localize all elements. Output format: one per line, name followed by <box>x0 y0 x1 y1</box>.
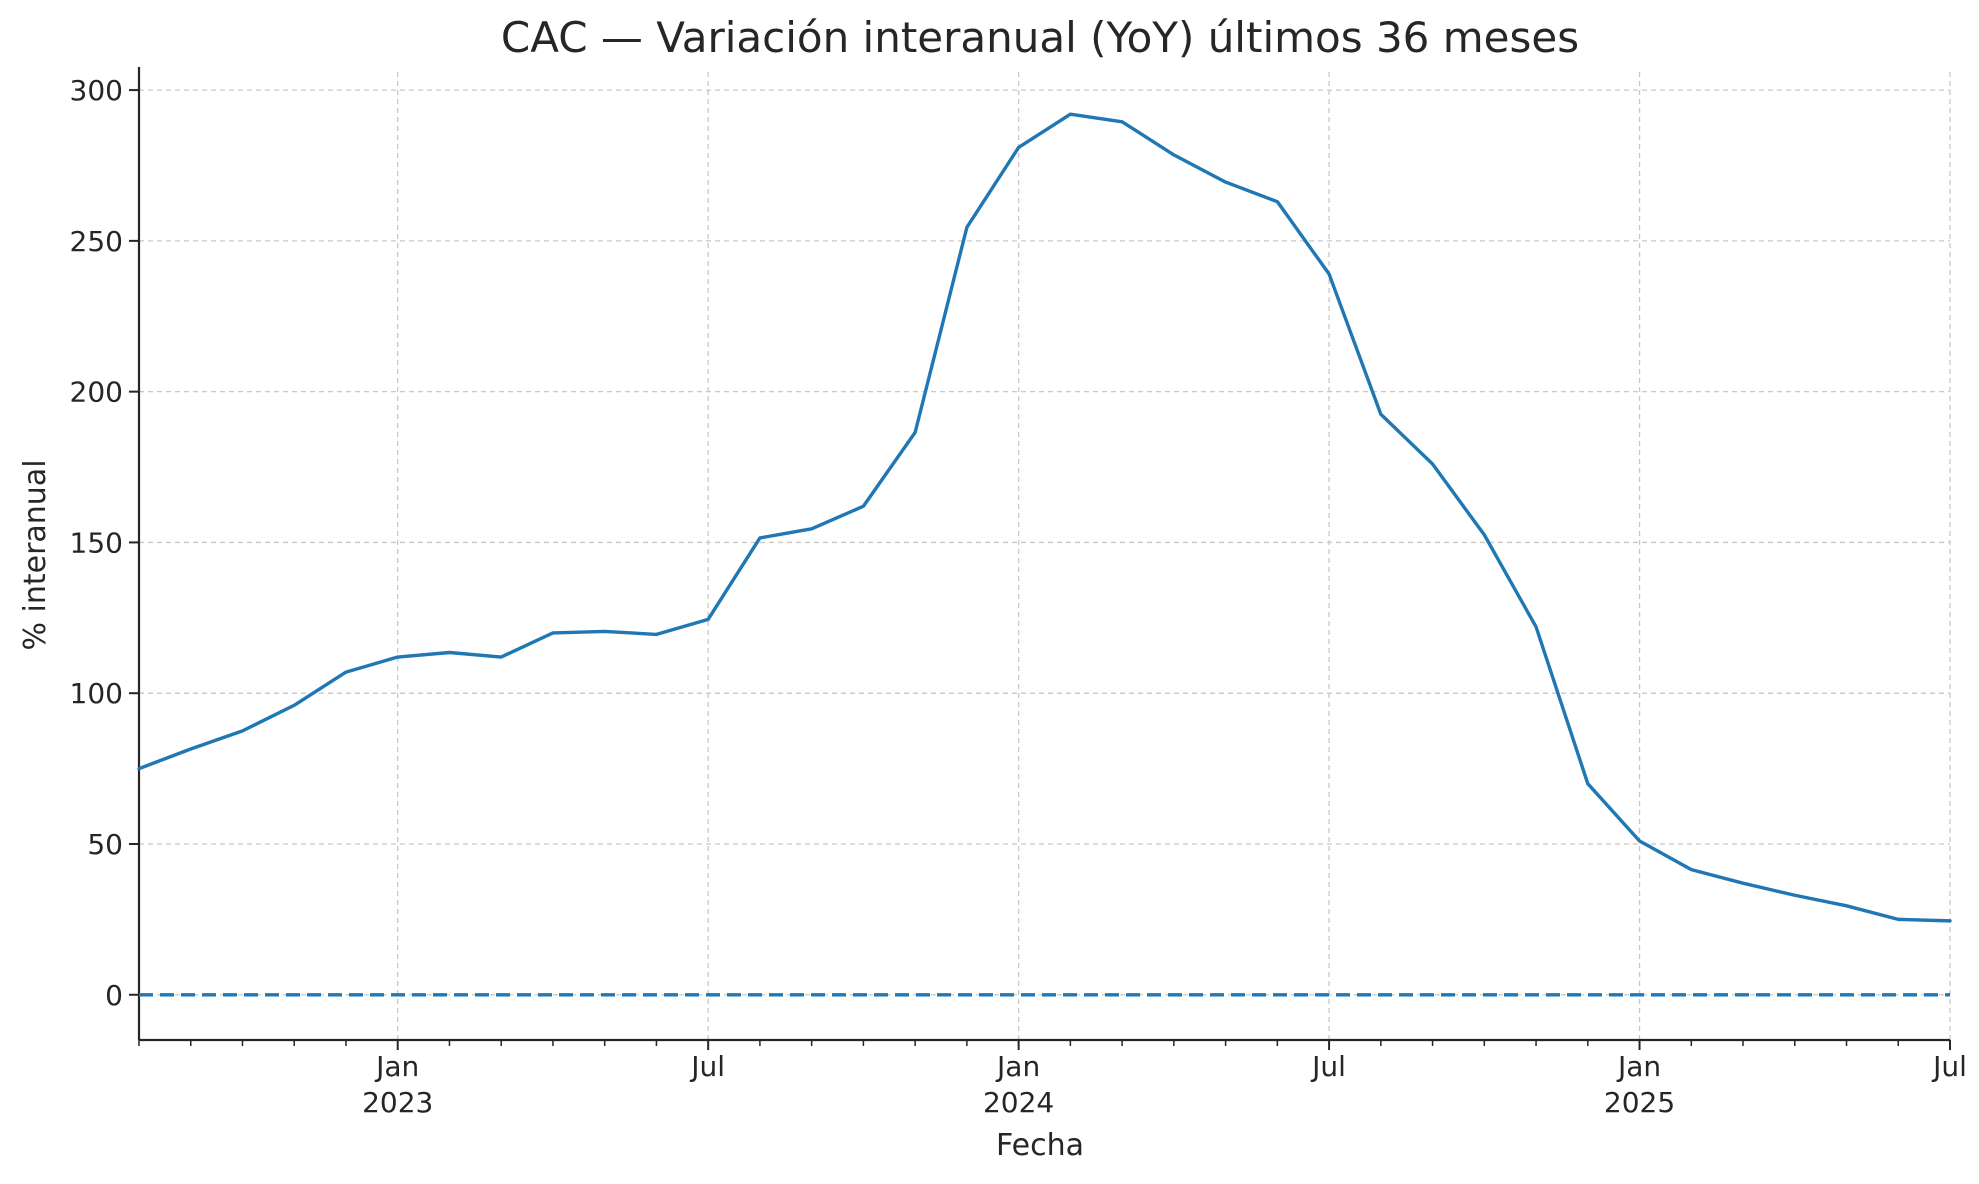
y-tick-label: 150 <box>70 526 123 559</box>
x-tick-label: Jul <box>689 1050 725 1083</box>
y-tick-label: 300 <box>70 74 123 107</box>
y-tick-label: 250 <box>70 225 123 258</box>
x-tick-year-label: 2024 <box>983 1086 1054 1119</box>
x-tick-label: Jan <box>1616 1050 1661 1083</box>
y-axis-label: % interanual <box>18 459 53 650</box>
x-tick-label: Jul <box>1310 1050 1346 1083</box>
x-tick-label: Jan <box>374 1050 419 1083</box>
x-tick-label: Jul <box>1931 1050 1967 1083</box>
series-line <box>137 112 1952 923</box>
grid-layer <box>139 72 1951 1040</box>
y-tick-label: 0 <box>105 979 123 1012</box>
x-axis-label: Fecha <box>996 1128 1084 1163</box>
y-tick-label: 100 <box>70 677 123 710</box>
data-layer <box>137 112 1952 997</box>
x-tick-label: Jan <box>995 1050 1040 1083</box>
chart-title: CAC — Variación interanual (YoY) últimos… <box>501 13 1579 62</box>
x-tick-year-label: 2023 <box>362 1086 433 1119</box>
y-tick-label: 50 <box>87 828 123 861</box>
x-tick-year-label: 2025 <box>1604 1086 1675 1119</box>
y-tick-label: 200 <box>70 376 123 409</box>
